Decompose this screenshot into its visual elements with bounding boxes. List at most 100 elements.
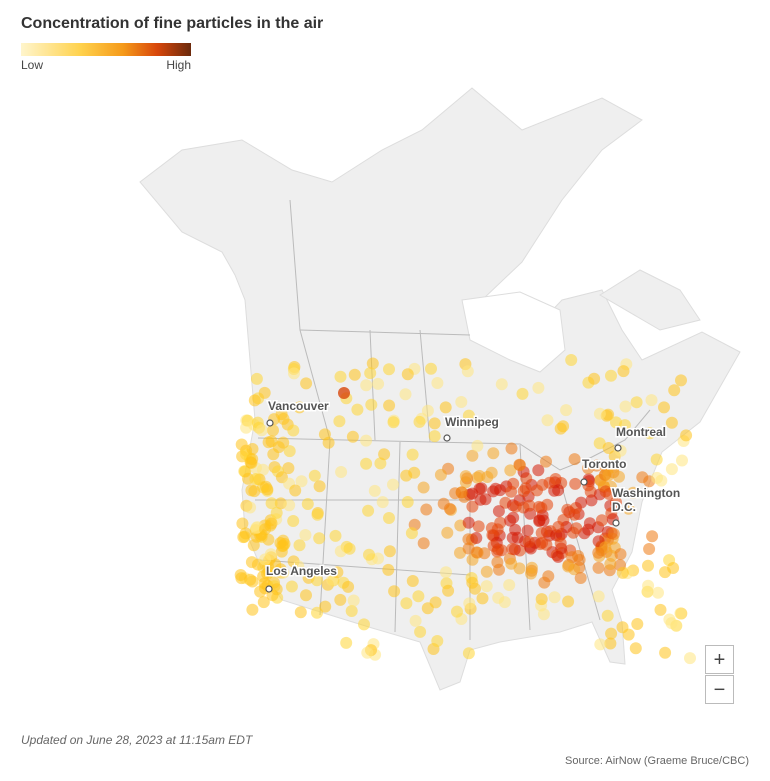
dot — [346, 430, 359, 443]
dot — [592, 546, 605, 559]
dot — [246, 443, 259, 455]
dot — [588, 372, 601, 385]
dot — [449, 487, 462, 500]
city-label: D.C. — [612, 500, 636, 514]
dot — [288, 367, 300, 380]
dot — [259, 553, 272, 566]
dot — [462, 542, 475, 555]
dot — [513, 562, 526, 575]
zoom-out[interactable]: − — [705, 675, 734, 704]
dot — [557, 420, 570, 433]
dot — [590, 459, 603, 472]
dot — [466, 487, 479, 500]
dot — [244, 501, 257, 514]
dot — [593, 437, 606, 450]
dot — [234, 569, 247, 581]
dot — [516, 387, 529, 400]
dot — [283, 445, 296, 458]
dot — [554, 537, 567, 550]
dot — [401, 496, 414, 508]
dot — [569, 477, 582, 490]
dot — [536, 536, 549, 549]
dot — [505, 442, 518, 455]
dot — [629, 642, 642, 655]
dot — [388, 585, 401, 598]
dot — [601, 609, 614, 622]
dot — [247, 539, 260, 552]
dot — [658, 401, 670, 414]
dot — [308, 469, 321, 482]
dot — [343, 542, 356, 555]
dot — [595, 514, 608, 527]
dot — [338, 387, 350, 399]
dot — [636, 471, 649, 484]
dot — [383, 545, 396, 558]
dot — [616, 566, 629, 579]
dot — [244, 573, 257, 586]
dot — [301, 498, 314, 510]
dot — [521, 524, 534, 537]
dot — [383, 512, 395, 524]
dot — [329, 529, 342, 542]
dot — [480, 580, 493, 593]
dot — [535, 527, 548, 539]
dot — [261, 483, 274, 496]
dot — [374, 457, 387, 470]
dot — [552, 520, 565, 533]
dot — [493, 563, 505, 576]
dot — [265, 497, 278, 510]
dot — [592, 590, 605, 603]
dot — [642, 579, 655, 592]
city-dot — [614, 444, 622, 452]
dot — [575, 496, 588, 509]
dot — [599, 485, 612, 498]
dot — [270, 506, 283, 519]
dot — [495, 378, 508, 391]
dot — [400, 597, 413, 610]
dot — [607, 528, 620, 540]
dot — [613, 470, 625, 483]
dot — [562, 560, 575, 573]
dot — [406, 448, 419, 461]
dot — [246, 603, 259, 616]
dot — [643, 427, 656, 440]
dot — [652, 586, 664, 599]
dot — [665, 463, 678, 476]
dot — [311, 508, 324, 521]
dot — [361, 646, 374, 659]
dot — [674, 607, 687, 620]
dot — [420, 503, 433, 516]
dot — [504, 514, 517, 527]
dot — [561, 503, 574, 516]
dot — [607, 460, 620, 473]
zoom-in[interactable]: + — [705, 645, 734, 674]
dot — [257, 596, 270, 609]
dot — [462, 647, 475, 660]
city-dot — [265, 585, 273, 593]
dot — [255, 424, 268, 437]
dot — [345, 605, 358, 617]
dot — [319, 600, 332, 613]
dot — [333, 415, 346, 428]
legend-high: High — [166, 58, 191, 72]
dot — [358, 618, 370, 631]
city-dot — [612, 519, 620, 527]
dot — [574, 572, 587, 584]
dot — [610, 416, 622, 429]
dot — [414, 625, 427, 638]
dot — [594, 638, 607, 651]
dot — [604, 558, 617, 570]
dot — [646, 530, 659, 543]
dot — [335, 466, 348, 478]
dot — [408, 466, 421, 479]
dot — [663, 613, 676, 626]
dot — [431, 377, 444, 389]
dot — [665, 416, 678, 429]
city-label: Montreal — [616, 425, 666, 439]
dot — [643, 543, 656, 555]
dot — [532, 381, 545, 394]
dot — [293, 539, 306, 552]
city-dot — [443, 434, 451, 442]
